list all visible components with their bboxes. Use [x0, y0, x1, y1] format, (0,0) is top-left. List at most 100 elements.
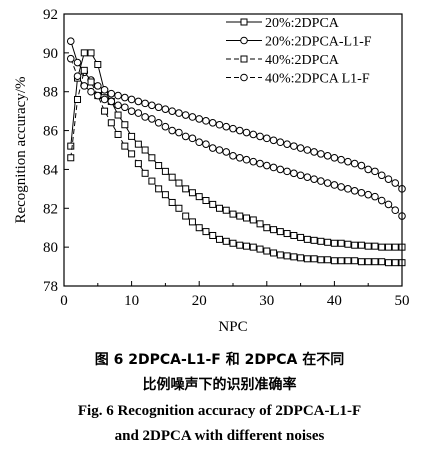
data-point: [87, 87, 95, 96]
data-point: [175, 179, 183, 187]
data-point: [195, 115, 203, 123]
data-point: [107, 97, 116, 106]
data-point: [371, 258, 379, 266]
data-point: [94, 91, 102, 100]
data-point: [364, 242, 372, 250]
data-point: [175, 128, 183, 137]
data-point: [317, 177, 325, 185]
data-point: [208, 119, 217, 127]
data-point: [121, 93, 129, 102]
legend-marker: [240, 73, 248, 82]
x-tick-label: 40: [327, 293, 342, 309]
x-tick-label: 20: [192, 293, 207, 309]
data-point: [337, 155, 345, 164]
x-tick-label: 50: [395, 293, 410, 309]
data-point: [67, 142, 75, 150]
data-point: [337, 239, 345, 247]
data-point: [303, 235, 311, 243]
data-point: [283, 167, 291, 176]
data-point: [114, 130, 122, 138]
data-point: [134, 97, 143, 106]
data-point: [107, 89, 116, 98]
y-tick-label: 92: [43, 7, 58, 23]
data-point: [73, 58, 82, 67]
data-point: [357, 188, 366, 197]
data-point: [74, 95, 82, 103]
legend: 20%:2DPCA 20%:2DPCA-L1-F 40%:2DPCA 40%:2DPC…: [226, 16, 372, 87]
data-point: [256, 220, 264, 228]
x-axis-label: NPC: [218, 319, 247, 335]
legend-marker: [240, 18, 248, 26]
data-point: [128, 150, 136, 158]
data-point: [391, 243, 399, 251]
data-point: [364, 258, 372, 266]
y-tick-label: 80: [43, 240, 58, 256]
x-tick-label: 30: [259, 293, 274, 309]
legend-entry: 20%:2DPCA-L1-F: [226, 35, 372, 50]
series-4: [66, 54, 406, 220]
data-point: [377, 171, 386, 180]
data-point: [80, 49, 88, 57]
data-point: [364, 190, 373, 199]
y-axis-label: Recognition accuracy/%: [13, 76, 29, 223]
data-point: [215, 204, 223, 212]
data-point: [121, 142, 129, 150]
data-point: [128, 132, 136, 140]
data-point: [181, 111, 190, 119]
y-tick-label: 90: [43, 46, 58, 62]
data-point: [229, 124, 237, 133]
data-point: [215, 146, 224, 154]
data-point: [337, 257, 345, 265]
data-point: [384, 200, 393, 209]
data-point: [350, 159, 359, 168]
data-point: [161, 167, 169, 175]
data-point: [364, 165, 373, 174]
data-point: [297, 254, 305, 262]
data-point: [202, 117, 210, 125]
data-point: [101, 107, 109, 115]
data-point: [310, 255, 318, 263]
data-point: [121, 103, 129, 112]
data-point: [155, 185, 163, 193]
data-point: [215, 120, 224, 129]
data-point: [290, 231, 298, 239]
legend-entry: 40%:2DPCA L1-F: [226, 72, 370, 87]
data-point: [357, 161, 366, 170]
data-point: [391, 259, 399, 267]
data-point: [270, 249, 278, 257]
data-point: [384, 259, 392, 267]
data-point: [100, 95, 109, 104]
data-point: [236, 241, 244, 249]
data-point: [94, 82, 102, 90]
data-point: [67, 154, 75, 162]
data-point: [141, 146, 149, 154]
legend-label: 40%:2DPCA: [265, 53, 340, 68]
data-point: [310, 148, 318, 156]
data-point: [256, 132, 264, 141]
data-point: [222, 122, 231, 131]
y-tick-label: 88: [43, 85, 58, 101]
data-point: [337, 183, 345, 191]
data-point: [290, 142, 298, 150]
data-point: [87, 49, 95, 57]
data-point: [263, 161, 271, 170]
data-point: [243, 214, 251, 222]
data-point: [175, 204, 183, 212]
data-point: [121, 121, 129, 129]
data-point: [236, 212, 244, 220]
data-point: [168, 107, 176, 115]
legend-label: 20%:2DPCA: [265, 16, 340, 31]
data-point: [270, 226, 278, 234]
data-point: [161, 105, 170, 113]
data-point: [371, 167, 379, 176]
data-point: [242, 155, 251, 164]
data-point: [344, 185, 352, 193]
data-point: [323, 152, 332, 160]
data-point: [276, 138, 285, 147]
data-point: [263, 224, 271, 232]
data-point: [371, 192, 379, 201]
data-point: [263, 247, 271, 255]
data-point: [141, 169, 149, 177]
data-point: [202, 140, 210, 148]
data-point: [269, 136, 278, 145]
